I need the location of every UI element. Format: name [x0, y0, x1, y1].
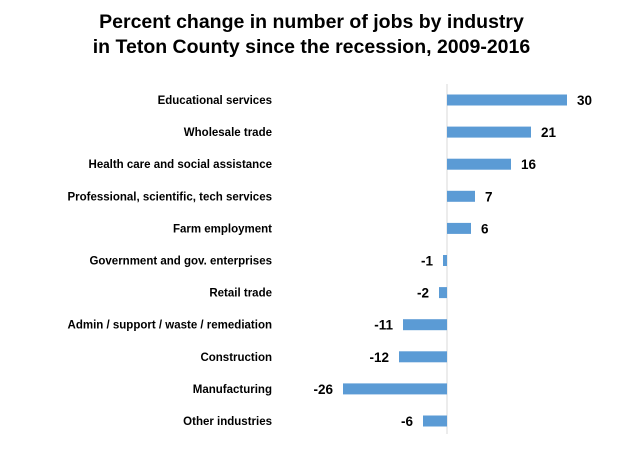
category-label: Government and gov. enterprises: [89, 256, 272, 268]
category-label: Educational services: [158, 95, 272, 107]
category-label: Retail trade: [209, 288, 272, 300]
category-label: Health care and social assistance: [89, 159, 272, 171]
category-label: Farm employment: [173, 223, 272, 235]
bar: [343, 383, 447, 395]
data-label: -11: [374, 318, 393, 333]
data-label: -26: [313, 382, 333, 397]
data-label: 6: [481, 221, 489, 236]
category-label: Professional, scientific, tech services: [67, 191, 272, 203]
data-label: -12: [369, 350, 389, 365]
data-label: 30: [577, 93, 592, 108]
bar: [443, 255, 447, 266]
chart-title-line-1: Percent change in number of jobs by indu…: [99, 11, 524, 33]
data-label: 21: [541, 125, 557, 140]
bar: [399, 351, 447, 363]
data-label: 16: [521, 157, 537, 172]
bar: [447, 94, 567, 106]
chart-title-line-2: in Teton County since the recession, 200…: [92, 36, 531, 58]
category-label: Wholesale trade: [184, 127, 272, 139]
bar: [447, 222, 471, 234]
data-label: -2: [417, 286, 429, 301]
bar: [447, 158, 511, 170]
data-label: 7: [485, 189, 493, 204]
bar: [447, 126, 531, 138]
data-label: -1: [421, 254, 433, 269]
bar: [423, 415, 447, 427]
bar: [403, 319, 447, 331]
bar: [447, 190, 475, 202]
category-label: Admin / support / waste / remediation: [68, 320, 272, 332]
category-label: Construction: [200, 352, 272, 364]
category-label: Manufacturing: [193, 384, 272, 396]
data-label: -6: [401, 414, 413, 429]
category-label: Other industries: [183, 416, 272, 428]
bar: [439, 287, 447, 299]
